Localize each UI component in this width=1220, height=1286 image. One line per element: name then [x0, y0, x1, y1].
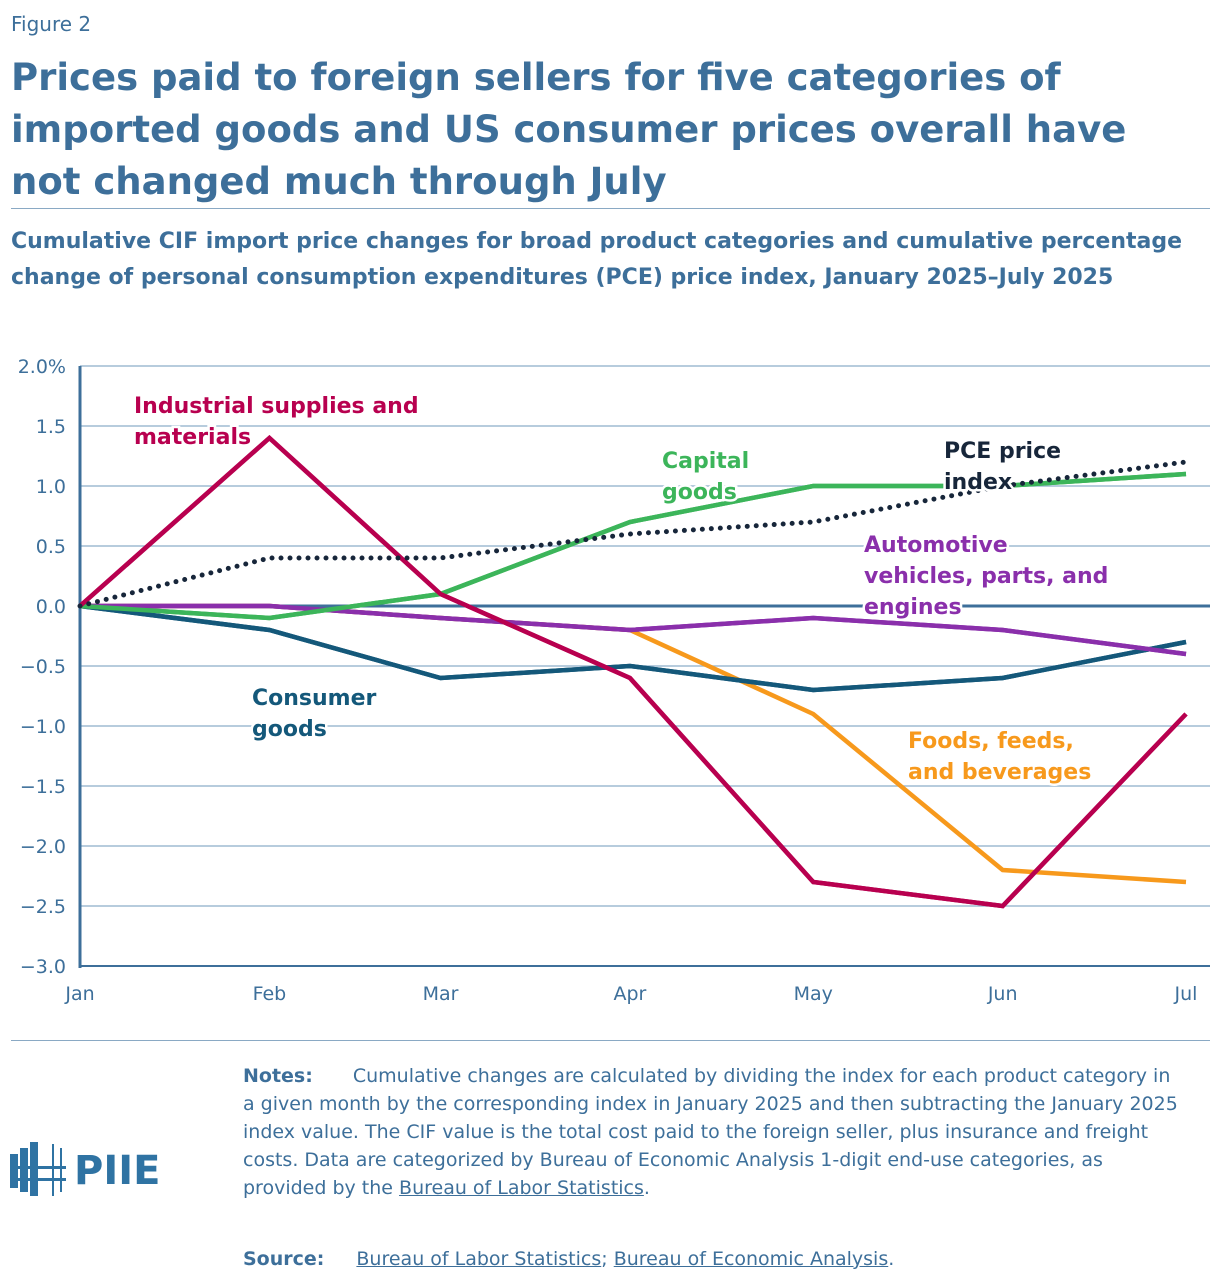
notes-bls-link[interactable]: Bureau of Labor Statistics [399, 1177, 644, 1199]
x-tick-label: May [794, 983, 833, 1005]
series-label: index [944, 470, 1012, 495]
source-end: . [888, 1248, 895, 1270]
source-sep: ; [601, 1248, 614, 1270]
source-label: Source: [243, 1248, 325, 1270]
y-tick-label: 0.0 [36, 596, 66, 618]
series-label: PCE price [944, 439, 1061, 464]
notes-label: Notes: [243, 1065, 313, 1087]
x-tick-label: Mar [423, 983, 459, 1005]
y-tick-label: −1.0 [20, 716, 66, 738]
divider [11, 208, 1210, 209]
divider [11, 1040, 1210, 1041]
notes-end: . [643, 1177, 650, 1199]
y-tick-label: −1.5 [20, 776, 66, 798]
logo-text: PIIE [74, 1148, 160, 1194]
piie-building-icon: PIIE [10, 1142, 160, 1196]
y-tick-label: 1.0 [36, 476, 66, 498]
x-tick-label: Jun [987, 983, 1018, 1005]
x-tick-label: Apr [614, 983, 647, 1005]
source: Source: Bureau of Labor Statistics; Burea… [243, 1248, 894, 1270]
series-label: goods [252, 717, 327, 742]
series-label: Automotive [864, 533, 1008, 558]
series-label: vehicles, parts, and [864, 564, 1108, 589]
series-label: Capital [662, 449, 749, 474]
source-bea-link[interactable]: Bureau of Economic Analysis [613, 1248, 889, 1270]
notes: Notes: Cumulative changes are calculated … [243, 1062, 1183, 1202]
series-label: materials [134, 425, 251, 450]
x-tick-label: Feb [253, 983, 287, 1005]
y-tick-label: 2.0% [18, 356, 66, 378]
y-tick-label: 1.5 [36, 416, 66, 438]
chart-subtitle: Cumulative CIF import price changes for … [11, 229, 1183, 290]
y-tick-label: −3.0 [20, 956, 66, 978]
series-line [78, 434, 1188, 909]
series-line [78, 434, 1188, 909]
x-tick-label: Jan [64, 983, 94, 1005]
series-label: engines [864, 595, 962, 620]
notes-text: Cumulative changes are calculated by div… [243, 1065, 1178, 1199]
line-chart: 2.0% 1.5 1.0 0.5 0.0 −0.5 −1.0 −1.5 −2.0 −2.5 −3.0… [18, 356, 1210, 1005]
series-line-pce [77, 459, 1189, 609]
y-tick-label: −0.5 [20, 656, 66, 678]
series-label: goods [662, 480, 737, 505]
chart-title: Prices paid to foreign sellers for five … [11, 56, 1127, 203]
series-line [79, 603, 1187, 693]
figure-label: Figure 2 [11, 12, 92, 36]
series-line [80, 603, 1187, 657]
series-label: Consumer [252, 686, 377, 711]
y-tick-label: −2.5 [20, 896, 66, 918]
piie-logo: PIIE [10, 1136, 170, 1200]
series-label: Foods, feeds, [908, 729, 1074, 754]
source-bls-link[interactable]: Bureau of Labor Statistics [356, 1248, 602, 1270]
series-label: and beverages [908, 760, 1091, 785]
y-tick-label: −2.0 [20, 836, 66, 858]
y-tick-label: 0.5 [36, 536, 66, 558]
x-tick-label: Jul [1174, 983, 1198, 1005]
series-label: Industrial supplies and [134, 394, 419, 419]
